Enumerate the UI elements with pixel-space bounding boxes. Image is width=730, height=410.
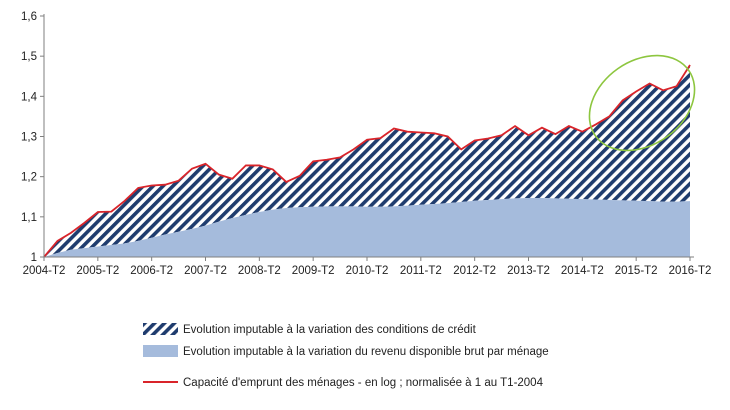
x-tick-label: 2005-T2 bbox=[76, 265, 119, 277]
y-tick-label: 1,5 bbox=[21, 51, 37, 63]
x-tick-label: 2013-T2 bbox=[507, 265, 550, 277]
axes: 1 1,1 1,2 1,3 1,4 1,5 1,6 2004-T2 2005-T2 2006-T2… bbox=[21, 11, 711, 277]
y-tick-label: 1 bbox=[31, 252, 37, 264]
legend-swatch-revenue bbox=[143, 345, 178, 357]
x-tick-label: 2007-T2 bbox=[184, 265, 227, 277]
x-tick-label: 2012-T2 bbox=[453, 265, 496, 277]
y-tick-label: 1,6 bbox=[21, 11, 37, 23]
x-tick-label: 2015-T2 bbox=[615, 265, 658, 277]
x-tick-label: 2009-T2 bbox=[292, 265, 335, 277]
y-tick-label: 1,2 bbox=[21, 172, 37, 184]
y-tick-label: 1,3 bbox=[21, 132, 37, 144]
revenue-area bbox=[44, 197, 690, 257]
x-tick-label: 2004-T2 bbox=[23, 265, 66, 277]
y-tick-label: 1,4 bbox=[21, 91, 38, 103]
x-tick-label: 2006-T2 bbox=[130, 265, 173, 277]
y-tick-label: 1,1 bbox=[21, 212, 37, 224]
capacity-line bbox=[43, 64, 691, 258]
legend-swatch-credit bbox=[143, 323, 178, 335]
x-tick-label: 2016-T2 bbox=[669, 265, 712, 277]
legend: Evolution imputable à la variation des c… bbox=[143, 323, 549, 389]
plot-area bbox=[43, 54, 696, 258]
x-tick-label: 2008-T2 bbox=[238, 265, 281, 277]
legend-label-capacity: Capacité d'emprunt des ménages - en log … bbox=[183, 377, 544, 389]
credit-conditions-area bbox=[44, 65, 690, 258]
x-tick-label: 2010-T2 bbox=[346, 265, 389, 277]
legend-label-credit: Evolution imputable à la variation des c… bbox=[183, 324, 477, 336]
legend-label-revenue: Evolution imputable à la variation du re… bbox=[183, 346, 549, 358]
highlight-ellipse bbox=[588, 54, 696, 152]
x-tick-label: 2014-T2 bbox=[561, 265, 604, 277]
x-tick-label: 2011-T2 bbox=[400, 265, 442, 277]
